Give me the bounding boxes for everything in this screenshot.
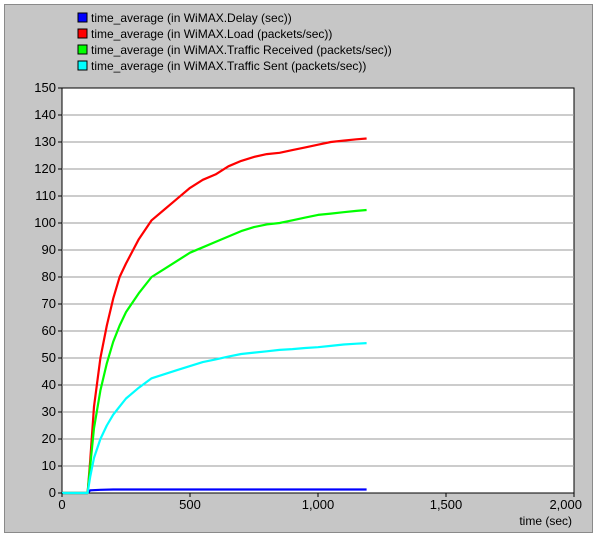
legend-entry: time_average (in WiMAX.Traffic Sent (pac… [91, 59, 366, 73]
legend-swatch [77, 60, 88, 71]
legend-entry: time_average (in WiMAX.Delay (sec)) [91, 11, 292, 25]
gridlines [62, 114, 574, 467]
y-tick-label: 90 [42, 242, 56, 257]
legend-swatch [77, 28, 88, 39]
series-line-4 [62, 342, 367, 495]
x-axis-label: time (sec) [519, 514, 572, 528]
series-layer [62, 137, 367, 495]
x-tick-label: 1,000 [302, 497, 335, 512]
legend-swatch [77, 12, 88, 23]
series-line-3 [62, 208, 367, 495]
y-tick-label: 40 [42, 377, 56, 392]
plot-area [61, 87, 575, 494]
y-tick-label: 60 [42, 323, 56, 338]
y-tick-label: 100 [34, 215, 56, 230]
chart-frame: time_average (in WiMAX.Delay (sec)) time_… [4, 4, 593, 533]
legend-entry: time_average (in WiMAX.Traffic Received … [91, 43, 392, 57]
legend-entry: time_average (in WiMAX.Load (packets/sec… [91, 27, 332, 41]
y-tick-label: 80 [42, 269, 56, 284]
y-tick-label: 50 [42, 350, 56, 365]
y-tick-label: 140 [34, 107, 56, 122]
series-line-1 [62, 488, 367, 495]
x-tick-label: 2,000 [549, 497, 582, 512]
y-tick-label: 0 [49, 485, 56, 500]
x-axis: 0 500 1,000 1,500 2,000 [58, 493, 582, 512]
y-tick-label: 130 [34, 134, 56, 149]
y-axis: 0 10 20 30 40 50 60 70 80 90 100 110 120 130 140 150 [34, 80, 62, 500]
line-chart: time_average (in WiMAX.Delay (sec)) time_… [34, 11, 582, 528]
x-tick-label: 0 [58, 497, 65, 512]
legend-swatch [77, 44, 88, 55]
y-tick-label: 110 [35, 188, 56, 203]
x-tick-label: 1,500 [430, 497, 463, 512]
y-tick-label: 120 [34, 161, 56, 176]
y-tick-label: 30 [42, 404, 56, 419]
x-tick-label: 500 [179, 497, 201, 512]
series-line-2 [62, 137, 367, 495]
y-tick-label: 20 [42, 431, 56, 446]
y-tick-label: 150 [34, 80, 56, 95]
y-tick-label: 70 [42, 296, 56, 311]
y-tick-label: 10 [42, 458, 56, 473]
legend: time_average (in WiMAX.Delay (sec)) time_… [77, 11, 392, 73]
